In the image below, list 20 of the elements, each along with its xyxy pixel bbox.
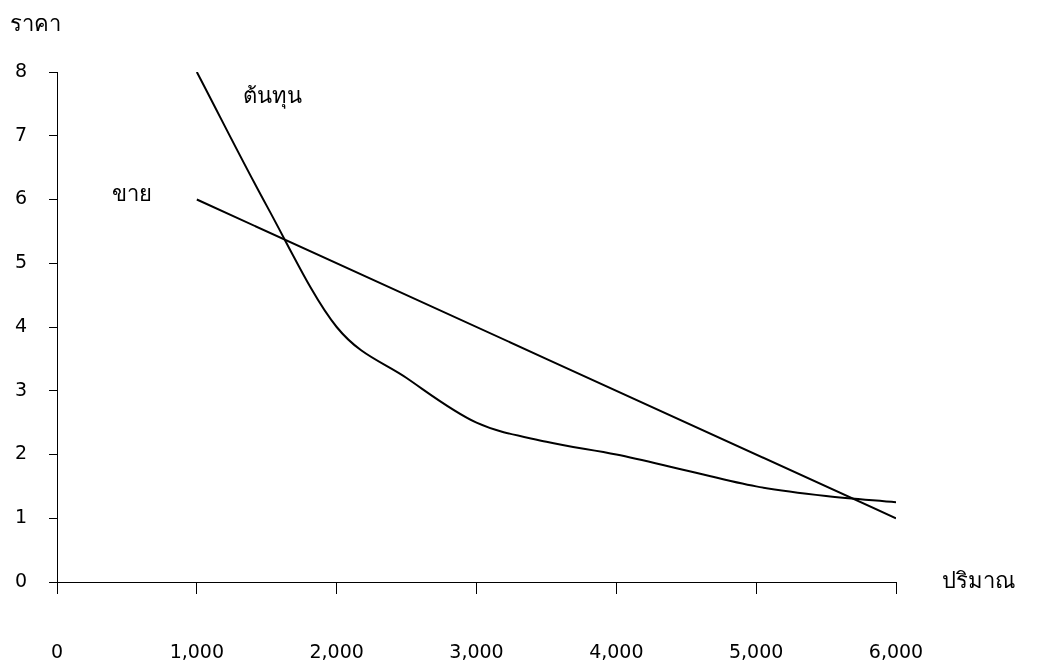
y-tick-label: 1 bbox=[14, 505, 27, 528]
y-tick-label: 6 bbox=[14, 186, 27, 209]
x-tick-label: 2,000 bbox=[309, 640, 364, 663]
y-tick-label: 3 bbox=[14, 377, 27, 400]
y-tick-label: 2 bbox=[14, 441, 27, 464]
x-tick-label: 6,000 bbox=[868, 640, 924, 663]
y-tick-label: 8 bbox=[14, 58, 27, 81]
y-tick-label: 0 bbox=[14, 568, 27, 591]
x-tick-label: 5,000 bbox=[728, 640, 784, 663]
x-tick-label: 4,000 bbox=[589, 640, 644, 663]
y-tick-label: 5 bbox=[14, 250, 27, 273]
y-axis-title: ราคา bbox=[10, 10, 61, 36]
x-tick-label: 0 bbox=[50, 640, 64, 663]
text: ขาย bbox=[111, 181, 152, 207]
x-tick-label: 1,000 bbox=[169, 640, 225, 663]
x-tick-label: 3,000 bbox=[449, 640, 504, 663]
series-label: ต้นทุน bbox=[242, 82, 302, 109]
y-tick-label: 4 bbox=[14, 313, 27, 336]
y-tick-label: 7 bbox=[14, 122, 27, 145]
x-axis-title: ปริมาณ bbox=[942, 567, 1015, 593]
